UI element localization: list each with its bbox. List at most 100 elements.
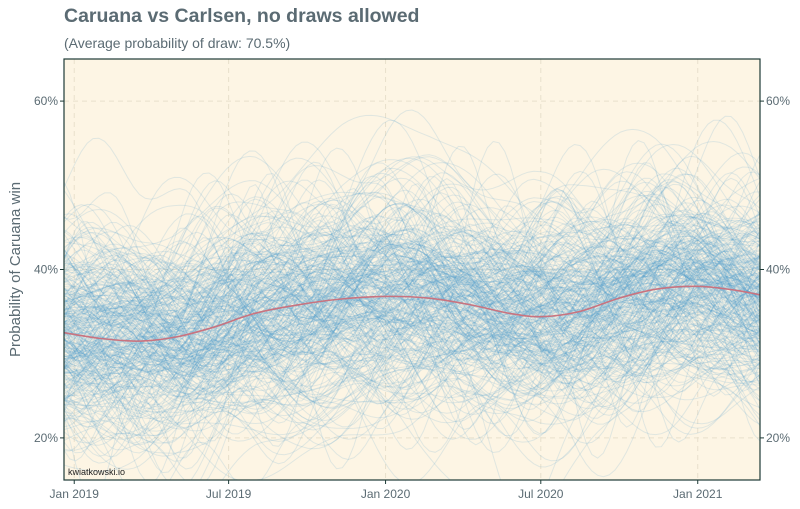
posterior-draw-line — [64, 238, 760, 371]
posterior-draw-line — [64, 178, 760, 446]
posterior-draw-line — [64, 242, 760, 354]
posterior-draw-line — [64, 235, 760, 454]
posterior-draw-line — [64, 259, 760, 435]
posterior-draw-line — [64, 250, 760, 363]
posterior-draw-line — [64, 258, 760, 368]
posterior-draw-line — [64, 283, 760, 365]
posterior-draw-line — [64, 260, 760, 370]
posterior-draw-line — [64, 203, 760, 361]
posterior-draw-line — [64, 259, 760, 373]
posterior-draw-line — [64, 230, 760, 400]
posterior-draw-line — [64, 260, 760, 360]
posterior-draw-line — [64, 278, 760, 451]
posterior-draw-line — [64, 225, 760, 334]
posterior-draw-line — [64, 255, 760, 346]
posterior-draw-line — [64, 172, 760, 407]
posterior-draw-line — [64, 119, 760, 443]
posterior-draw-line — [64, 119, 760, 404]
posterior-draw-line — [64, 229, 760, 364]
posterior-draw-line — [64, 323, 760, 432]
posterior-draw-line — [64, 267, 760, 382]
posterior-draw-line — [64, 232, 760, 329]
posterior-draw-line — [64, 183, 760, 360]
posterior-draw-line — [64, 278, 760, 351]
posterior-draw-line — [64, 241, 760, 367]
posterior-draw-line — [64, 233, 760, 430]
x-tick-label: Jan 2019 — [50, 487, 100, 501]
posterior-draw-line — [64, 235, 760, 364]
posterior-draw-line — [64, 215, 760, 396]
posterior-draw-line — [64, 322, 760, 378]
posterior-draw-line — [64, 212, 760, 350]
posterior-draw-line — [64, 233, 760, 311]
chart-title: Caruana vs Carlsen, no draws allowed — [64, 5, 420, 27]
posterior-draw-line — [64, 252, 760, 379]
posterior-draw-line — [64, 143, 760, 292]
posterior-draw-line — [64, 216, 760, 377]
posterior-draw-line — [64, 215, 760, 470]
posterior-draw-line — [64, 228, 760, 317]
posterior-draw-line — [64, 251, 760, 480]
mean-probability-line — [64, 285, 760, 342]
x-tick-label: Jul 2019 — [206, 487, 252, 501]
posterior-draw-line — [64, 215, 760, 333]
posterior-draw-line — [64, 226, 760, 410]
posterior-draw-line — [64, 268, 760, 374]
posterior-draw-line — [64, 256, 760, 388]
posterior-draw-line — [64, 171, 760, 446]
posterior-draw-line — [64, 198, 760, 357]
posterior-draw-line — [64, 242, 760, 403]
posterior-draw-line — [64, 217, 760, 392]
posterior-draw-line — [64, 252, 760, 408]
posterior-draw-line — [64, 167, 760, 321]
posterior-draw-line — [64, 293, 760, 414]
posterior-draw-line — [64, 268, 760, 440]
posterior-draw-line — [64, 186, 760, 305]
posterior-draw-line — [64, 265, 760, 480]
posterior-draw-line — [64, 262, 760, 399]
posterior-draw-line — [64, 210, 760, 423]
posterior-draw-line — [64, 267, 760, 398]
posterior-draw-line — [64, 191, 760, 343]
grid-lines — [64, 59, 760, 480]
posterior-draw-line — [64, 217, 760, 348]
posterior-draw-line — [64, 188, 760, 314]
posterior-draw-line — [64, 229, 760, 436]
posterior-draw-line — [64, 300, 760, 384]
posterior-draw-line — [64, 267, 760, 383]
y-tick-label-left: 20% — [34, 431, 58, 445]
posterior-draw-line — [64, 282, 760, 373]
chart-subtitle: (Average probability of draw: 70.5%) — [64, 35, 291, 51]
posterior-draw-line — [64, 239, 760, 444]
posterior-draw-line — [64, 220, 760, 389]
posterior-draw-line — [64, 270, 760, 374]
posterior-draw-line — [64, 221, 760, 334]
posterior-draw-line — [64, 196, 760, 470]
posterior-draw-line — [64, 297, 760, 384]
posterior-draw-line — [64, 147, 760, 395]
posterior-draw-line — [64, 244, 760, 457]
posterior-draw-line — [64, 228, 760, 351]
posterior-draw-line — [64, 233, 760, 355]
posterior-draw-line — [64, 315, 760, 400]
posterior-draw-line — [64, 179, 760, 360]
posterior-draw-line — [64, 271, 760, 355]
posterior-draw-line — [64, 182, 760, 323]
posterior-draw-line — [64, 216, 760, 319]
posterior-draw-line — [64, 293, 760, 395]
posterior-draw-line — [64, 266, 760, 390]
posterior-draw-line — [64, 156, 760, 373]
posterior-draw-line — [64, 225, 760, 425]
posterior-draw-line — [64, 162, 760, 370]
posterior-draw-line — [64, 155, 760, 360]
posterior-draw-line — [64, 202, 760, 382]
posterior-draw-line — [64, 274, 760, 402]
posterior-draw-line — [64, 194, 760, 317]
posterior-draw-line — [64, 213, 760, 324]
posterior-draw-line — [64, 248, 760, 397]
posterior-draw-line — [64, 265, 760, 378]
posterior-draw-line — [64, 181, 760, 355]
posterior-draw-line — [64, 213, 760, 312]
posterior-draw-line — [64, 278, 760, 457]
